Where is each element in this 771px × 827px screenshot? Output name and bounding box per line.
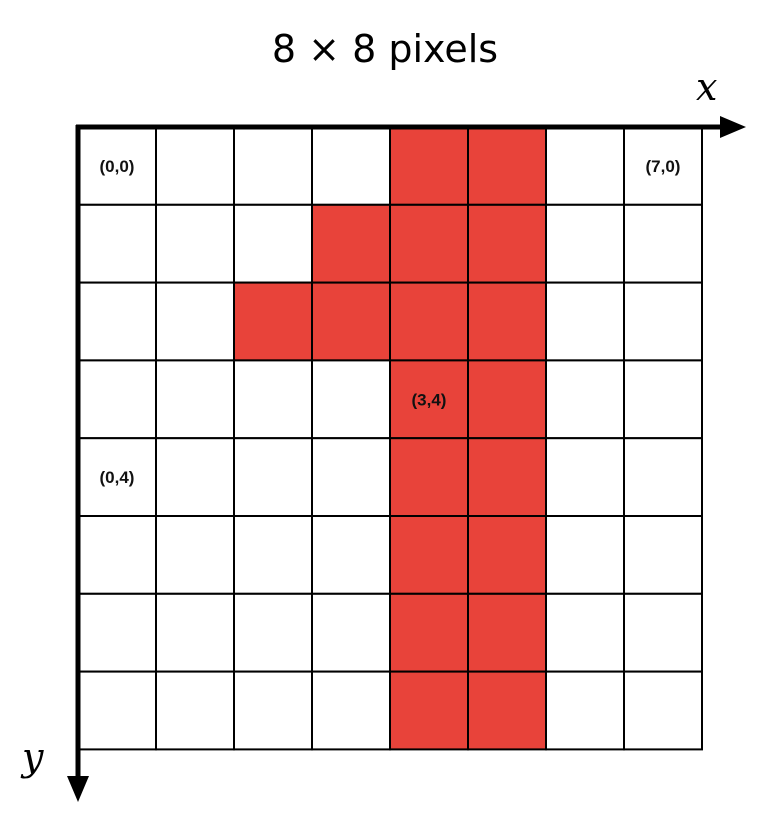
pixel-empty xyxy=(311,126,391,206)
pixel-empty xyxy=(233,592,313,673)
pixel-empty xyxy=(545,203,625,284)
pixel-filled xyxy=(467,203,547,284)
cell-coordinate-label: (0,0) xyxy=(100,157,135,176)
pixel-empty xyxy=(545,592,625,673)
pixel-empty xyxy=(623,126,703,206)
pixel-empty xyxy=(77,281,157,362)
pixel-empty xyxy=(545,359,625,440)
pixel-empty xyxy=(545,670,625,751)
pixel-empty xyxy=(233,515,313,595)
pixel-empty xyxy=(77,670,157,751)
x-axis-arrowhead xyxy=(720,116,746,138)
pixel-filled xyxy=(467,359,547,440)
pixel-empty xyxy=(155,437,235,518)
pixel-empty xyxy=(623,515,703,595)
pixel-empty xyxy=(545,437,625,518)
cell-coordinate-label: (3,4) xyxy=(412,390,447,409)
pixel-filled xyxy=(389,592,469,673)
y-axis-arrowhead xyxy=(67,776,89,802)
pixel-empty xyxy=(623,359,703,440)
pixel-empty xyxy=(77,359,157,440)
cell-coordinate-label: (0,4) xyxy=(100,468,135,487)
pixel-filled xyxy=(467,281,547,362)
pixel-empty xyxy=(77,592,157,673)
pixel-empty xyxy=(311,515,391,595)
pixel-filled xyxy=(467,670,547,751)
diagram-title: 8 × 8 pixels xyxy=(272,27,498,71)
pixel-empty xyxy=(623,281,703,362)
pixel-empty xyxy=(311,592,391,673)
pixel-empty xyxy=(155,359,235,440)
pixel-empty xyxy=(311,670,391,751)
pixel-empty xyxy=(155,281,235,362)
pixel-empty xyxy=(623,203,703,284)
pixel-filled xyxy=(467,592,547,673)
pixel-empty xyxy=(311,359,391,440)
pixel-empty xyxy=(545,515,625,595)
pixel-filled xyxy=(467,126,547,206)
pixel-empty xyxy=(77,203,157,284)
pixel-filled xyxy=(467,437,547,518)
pixel-empty xyxy=(623,592,703,673)
pixel-filled xyxy=(389,437,469,518)
pixel-empty xyxy=(155,592,235,673)
pixel-empty xyxy=(233,203,313,284)
pixel-empty xyxy=(155,126,235,206)
x-axis-label: x xyxy=(696,65,717,109)
pixel-empty xyxy=(155,670,235,751)
pixel-filled xyxy=(389,126,469,206)
cell-coordinate-label: (7,0) xyxy=(646,157,681,176)
pixel-empty xyxy=(623,670,703,751)
pixel-filled xyxy=(311,203,391,284)
pixel-empty xyxy=(311,437,391,518)
pixel-filled xyxy=(389,281,469,362)
pixel-empty xyxy=(233,437,313,518)
pixel-empty xyxy=(155,515,235,595)
pixel-empty xyxy=(233,670,313,751)
pixel-filled xyxy=(311,281,391,362)
pixel-empty xyxy=(545,281,625,362)
pixel-filled xyxy=(389,670,469,751)
y-axis-label: y xyxy=(20,735,44,779)
pixel-filled xyxy=(389,203,469,284)
pixel-filled xyxy=(467,515,547,595)
pixel-empty xyxy=(155,203,235,284)
pixel-empty xyxy=(233,126,313,206)
pixel-empty xyxy=(623,437,703,518)
pixel-empty xyxy=(545,126,625,206)
pixel-filled xyxy=(233,281,313,362)
pixel-empty xyxy=(233,359,313,440)
pixel-empty xyxy=(77,515,157,595)
pixel-filled xyxy=(389,515,469,595)
